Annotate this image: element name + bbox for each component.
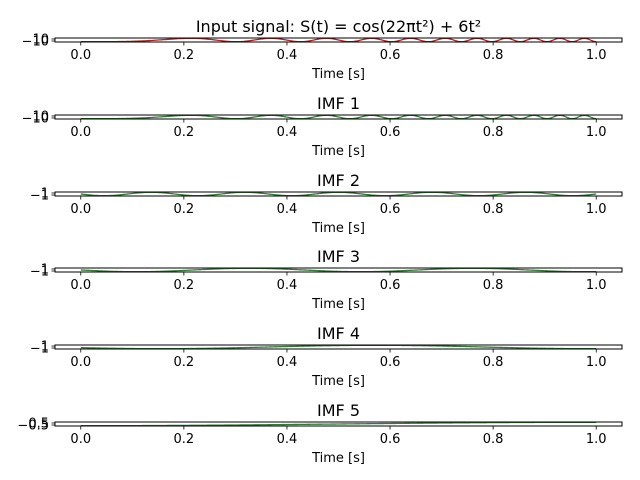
chart-title-2: IMF 2: [317, 171, 360, 190]
x-tick-label-3-4: 0.8: [483, 278, 504, 293]
series-line-0: [80, 37, 597, 43]
x-axis-label-0: Time [s]: [311, 67, 365, 82]
x-tick-label-3-2: 0.4: [277, 278, 298, 293]
axes-frame-3: [54, 267, 623, 273]
axes-frame-4: [54, 344, 623, 350]
chart-title-1: IMF 1: [317, 94, 360, 113]
x-tick-label-1-0: 0.0: [70, 125, 91, 140]
chart-title-3: IMF 3: [317, 247, 360, 266]
y-tick-label-4-1: 1: [41, 340, 49, 355]
x-tick-label-1-2: 0.4: [277, 125, 298, 140]
x-tick-label-2-5: 1.0: [586, 202, 607, 217]
x-tick-label-3-3: 0.6: [380, 278, 401, 293]
x-tick-label-5-5: 1.0: [586, 432, 607, 447]
x-tick-label-0-3: 0.6: [380, 48, 401, 63]
x-tick-label-2-4: 0.8: [483, 202, 504, 217]
y-tick-label-5-1: 0.5: [28, 417, 49, 432]
x-tick-label-5-4: 0.8: [483, 432, 504, 447]
y-tick-label-2-1: 1: [41, 187, 49, 202]
x-tick-label-1-5: 1.0: [586, 125, 607, 140]
y-tick-label-3-1: 1: [41, 263, 49, 278]
x-tick-label-1-4: 0.8: [483, 125, 504, 140]
y-tick-label-1-0: −10: [22, 112, 49, 127]
axes-frame-0: [54, 37, 623, 43]
x-tick-label-3-5: 1.0: [586, 278, 607, 293]
series-line-2: [80, 191, 597, 197]
chart-title-5: IMF 5: [317, 401, 360, 420]
x-tick-label-2-1: 0.2: [174, 202, 195, 217]
x-tick-label-4-4: 0.8: [483, 355, 504, 370]
series-line-3: [80, 267, 597, 273]
x-tick-label-5-0: 0.0: [70, 432, 91, 447]
x-tick-label-2-3: 0.6: [380, 202, 401, 217]
y-tick-label-0-1: 10: [32, 33, 49, 48]
axes-frame-2: [54, 191, 623, 197]
y-tick-label-2-0: −1: [30, 189, 49, 204]
y-tick-label-3-0: −1: [30, 265, 49, 280]
x-tick-label-0-0: 0.0: [70, 48, 91, 63]
axes-frame-1: [54, 114, 623, 120]
y-tick-label-5-0: −0.5: [17, 419, 49, 434]
x-tick-label-1-3: 0.6: [380, 125, 401, 140]
x-tick-label-4-1: 0.2: [174, 355, 195, 370]
x-tick-label-2-0: 0.0: [70, 202, 91, 217]
x-tick-label-4-0: 0.0: [70, 355, 91, 370]
y-tick-label-4-0: −1: [30, 342, 49, 357]
x-tick-label-3-1: 0.2: [174, 278, 195, 293]
x-tick-label-4-2: 0.4: [277, 355, 298, 370]
x-axis-label-4: Time [s]: [311, 374, 365, 389]
x-tick-label-1-1: 0.2: [174, 125, 195, 140]
x-tick-label-0-1: 0.2: [174, 48, 195, 63]
x-tick-label-4-5: 1.0: [586, 355, 607, 370]
x-axis-label-5: Time [s]: [311, 451, 365, 466]
y-tick-label-1-1: 10: [32, 110, 49, 125]
series-line-5: [80, 421, 597, 427]
y-tick-label-0-0: −10: [22, 35, 49, 50]
chart-title-4: IMF 4: [317, 324, 360, 343]
x-axis-label-1: Time [s]: [311, 144, 365, 159]
x-tick-label-5-1: 0.2: [174, 432, 195, 447]
x-axis-label-3: Time [s]: [311, 297, 365, 312]
x-tick-label-4-3: 0.6: [380, 355, 401, 370]
axes-frame-5: [54, 421, 623, 427]
series-line-1: [80, 114, 597, 120]
x-axis-label-2: Time [s]: [311, 221, 365, 236]
x-tick-label-0-4: 0.8: [483, 48, 504, 63]
series-line-4: [80, 344, 597, 350]
x-tick-label-3-0: 0.0: [70, 278, 91, 293]
x-tick-label-5-2: 0.4: [277, 432, 298, 447]
x-tick-label-0-2: 0.4: [277, 48, 298, 63]
x-tick-label-2-2: 0.4: [277, 202, 298, 217]
x-tick-label-0-5: 1.0: [586, 48, 607, 63]
chart-title-0: Input signal: S(t) = cos(22πt²) + 6t²: [196, 17, 481, 36]
x-tick-label-5-3: 0.6: [380, 432, 401, 447]
